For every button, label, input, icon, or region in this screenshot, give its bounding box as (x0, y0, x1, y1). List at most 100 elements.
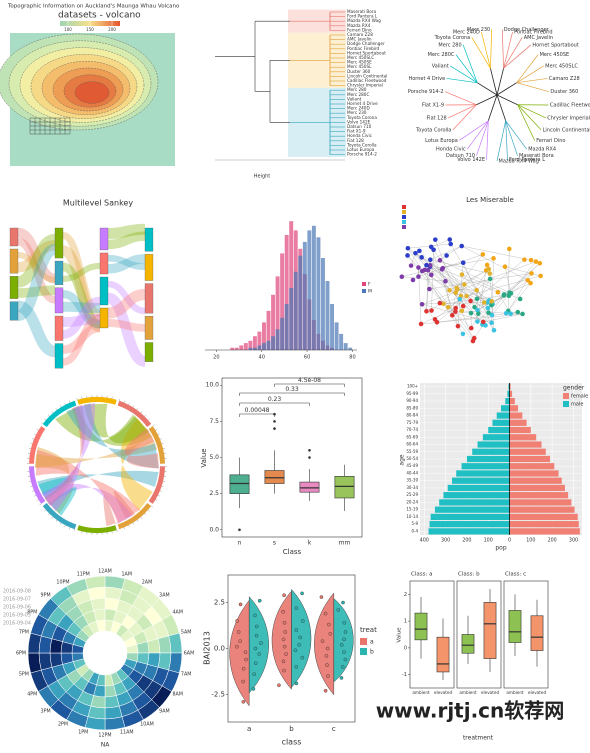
bar (509, 521, 579, 528)
bar (477, 441, 510, 448)
leaf-label: Merc 280 (347, 87, 367, 92)
point (259, 641, 263, 645)
node (399, 274, 405, 280)
leaf-label: Camaro Z28 (549, 76, 580, 82)
node (528, 280, 533, 286)
edge (433, 249, 495, 331)
x-tick-label: 400 (420, 538, 429, 544)
node (448, 241, 454, 247)
leaf-label: Fiat X1-9 (422, 102, 444, 108)
histogram-bar (284, 304, 289, 350)
leaf-label: Cadillac Fleetwood (550, 102, 590, 108)
x-axis-title: pop (495, 545, 506, 552)
tree-branch (444, 91, 477, 106)
hour-label: 10PM (56, 579, 69, 585)
comparison-bracket (239, 413, 275, 417)
arc-tick (36, 429, 39, 431)
heat-cell (49, 652, 63, 668)
x-tick-label: 200 (548, 538, 557, 544)
bar (509, 397, 515, 405)
box (414, 612, 428, 641)
histogram-bar (334, 322, 339, 350)
node (453, 305, 459, 311)
bar (482, 434, 510, 441)
p-value: 0.33 (285, 386, 299, 393)
point (238, 639, 243, 643)
sankey-node (54, 315, 64, 341)
outlier (238, 528, 241, 532)
tree-branch (496, 120, 507, 162)
histogram-bar (284, 235, 289, 350)
chord-ribbon (66, 403, 159, 469)
node (416, 274, 421, 279)
node (443, 278, 448, 284)
leaf-label: Maserati Bora (519, 153, 554, 159)
legend-label: female (571, 394, 588, 400)
sankey-flow (107, 231, 146, 250)
leaf-label: Merc 450SLC (347, 55, 374, 60)
histogram-bar (311, 225, 316, 350)
bar (492, 419, 510, 426)
node (459, 272, 465, 277)
node (489, 312, 495, 318)
violin-half (229, 599, 250, 707)
x-tick-label: 80 (349, 355, 355, 361)
arc-tick (69, 527, 71, 530)
histogram-bar (266, 340, 271, 350)
heat-cell (84, 716, 106, 731)
point (336, 608, 341, 612)
chart-subtitle: datasets - volcano (58, 11, 141, 21)
node (475, 319, 480, 324)
histogram-bar (266, 310, 271, 350)
histogram-bar (280, 253, 285, 350)
point (300, 619, 305, 623)
node (537, 260, 543, 266)
point (243, 650, 248, 654)
leaf-label: Chrysler Imperial (347, 83, 383, 88)
y-axis-title: BAI2013 (203, 631, 212, 665)
sankey-node (144, 254, 154, 281)
heat-cell (104, 695, 120, 709)
tree-branch (477, 82, 498, 96)
node (455, 323, 461, 329)
arc-tick (30, 485, 33, 487)
x-axis-title: Class (283, 548, 302, 556)
y-tick-label: 7.5 (209, 418, 219, 425)
histogram-bar (248, 347, 253, 350)
node (449, 312, 455, 318)
node (457, 296, 463, 302)
leaf-label: Hornet Sportabout (347, 50, 386, 55)
bar (509, 470, 559, 477)
point (254, 633, 259, 638)
edge (430, 266, 458, 290)
x-tick-label: ambient (459, 690, 477, 695)
chord-ribbon (103, 490, 135, 527)
heat-cell (27, 632, 42, 654)
node (471, 335, 477, 341)
heat-cell (168, 632, 183, 654)
point (282, 620, 287, 625)
x-tick-label: n (238, 540, 242, 547)
box (436, 636, 450, 673)
leaf-label: Chrysler Imperial (547, 115, 590, 121)
violin-half (314, 592, 335, 696)
arc-tick (144, 513, 147, 516)
node (486, 266, 492, 272)
tree-branch (505, 120, 527, 150)
edge (431, 249, 434, 311)
heat-cell (90, 597, 106, 611)
point (251, 687, 256, 691)
node (413, 250, 418, 256)
point (257, 598, 262, 603)
point (281, 659, 286, 664)
legend-swatch (402, 210, 406, 214)
x-tick-label: 20 (213, 355, 219, 361)
legend-swatch (402, 205, 406, 209)
leaf-label: Dodge Challenger (504, 27, 550, 33)
leaf-label: Lincoln Continental (347, 73, 387, 78)
point (325, 663, 329, 667)
bar (509, 484, 565, 492)
leaf-label: Merc 240D (453, 30, 480, 36)
y-tick-label: 5.0 (209, 454, 219, 461)
histogram-bar (271, 336, 276, 350)
